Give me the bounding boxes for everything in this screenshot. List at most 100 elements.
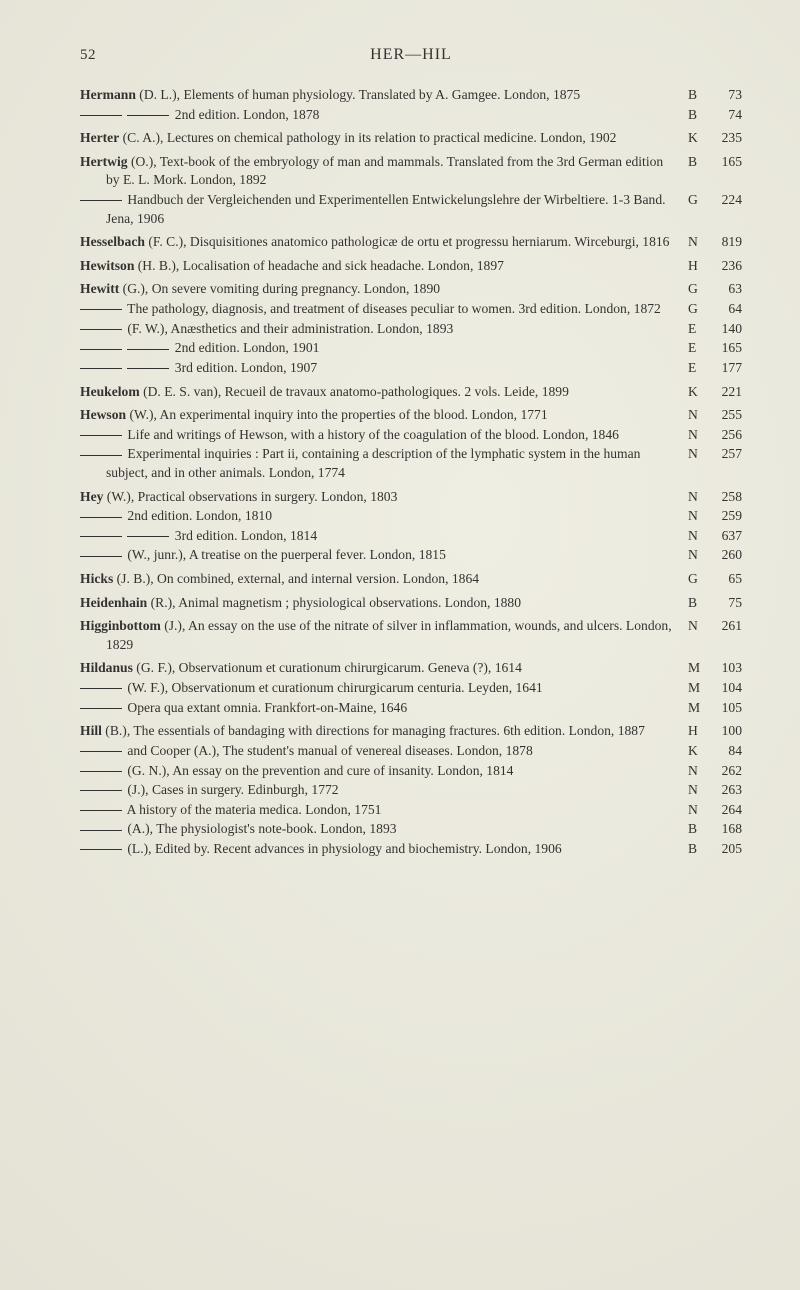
entry-shelf-letter: N: [688, 762, 708, 781]
entry-text: (G. N.), An essay on the prevention and …: [80, 762, 688, 781]
entry-shelf-letter: B: [688, 840, 708, 859]
entry-shelf-letter: N: [688, 546, 708, 565]
entry-shelf-number: 140: [708, 320, 742, 339]
entry-shelf-letter: B: [688, 153, 708, 172]
entry-shelf-number: 224: [708, 191, 742, 210]
entry-shelf-number: 165: [708, 339, 742, 358]
entry-text: Hesselbach (F. C.), Disquisitiones anato…: [80, 233, 688, 252]
entry-text: Hertwig (O.), Text-book of the embryolog…: [80, 153, 688, 190]
entry-shelf-number: 262: [708, 762, 742, 781]
entry-text: A history of the materia medica. London,…: [80, 801, 688, 820]
entry-shelf-letter: M: [688, 679, 708, 698]
entry-shelf-letter: G: [688, 191, 708, 210]
page: 52 HER—HIL Hermann (D. L.), Elements of …: [0, 0, 800, 1290]
entry-shelf-number: 819: [708, 233, 742, 252]
entry-shelf-number: 256: [708, 426, 742, 445]
entry-shelf-letter: H: [688, 722, 708, 741]
catalog-entry: (G. N.), An essay on the prevention and …: [80, 762, 742, 781]
entry-shelf-letter: N: [688, 801, 708, 820]
entry-text: 3rd edition. London, 1907: [80, 359, 688, 378]
entry-shelf-number: 84: [708, 742, 742, 761]
entry-shelf-letter: B: [688, 820, 708, 839]
entry-shelf-number: 63: [708, 280, 742, 299]
catalog-entry: and Cooper (A.), The student's manual of…: [80, 742, 742, 761]
catalog-entry: Hicks (J. B.), On combined, external, an…: [80, 570, 742, 589]
entry-shelf-number: 105: [708, 699, 742, 718]
catalog-entry: 2nd edition. London, 1901E165: [80, 339, 742, 358]
catalog-entry: (J.), Cases in surgery. Edinburgh, 1772N…: [80, 781, 742, 800]
catalog-entry: (F. W.), Anæsthetics and their administr…: [80, 320, 742, 339]
entry-shelf-number: 258: [708, 488, 742, 507]
entry-text: (W. F.), Observationum et curationum chi…: [80, 679, 688, 698]
catalog-entry: Hey (W.), Practical observations in surg…: [80, 488, 742, 507]
entry-text: and Cooper (A.), The student's manual of…: [80, 742, 688, 761]
entry-shelf-number: 65: [708, 570, 742, 589]
entry-text: Herter (C. A.), Lectures on chemical pat…: [80, 129, 688, 148]
entry-text: Life and writings of Hewson, with a hist…: [80, 426, 688, 445]
entry-text: 2nd edition. London, 1810: [80, 507, 688, 526]
entry-shelf-number: 263: [708, 781, 742, 800]
entry-shelf-letter: K: [688, 383, 708, 402]
catalog-entry: A history of the materia medica. London,…: [80, 801, 742, 820]
catalog-entry: (L.), Edited by. Recent advances in phys…: [80, 840, 742, 859]
entry-text: Higginbottom (J.), An essay on the use o…: [80, 617, 688, 654]
entry-shelf-number: 637: [708, 527, 742, 546]
entry-text: Hewitson (H. B.), Localisation of headac…: [80, 257, 688, 276]
entry-shelf-letter: E: [688, 320, 708, 339]
entry-text: 2nd edition. London, 1878: [80, 106, 688, 125]
entry-shelf-letter: E: [688, 339, 708, 358]
entry-shelf-number: 103: [708, 659, 742, 678]
entry-shelf-letter: B: [688, 86, 708, 105]
entry-text: (J.), Cases in surgery. Edinburgh, 1772: [80, 781, 688, 800]
entry-shelf-letter: N: [688, 507, 708, 526]
catalog-entry: Opera qua extant omnia. Frankfort-on-Mai…: [80, 699, 742, 718]
entry-text: Heukelom (D. E. S. van), Recueil de trav…: [80, 383, 688, 402]
entry-shelf-number: 236: [708, 257, 742, 276]
entry-shelf-number: 73: [708, 86, 742, 105]
catalog-entry: 3rd edition. London, 1907E177: [80, 359, 742, 378]
catalog-entry: Experimental inquiries : Part ii, contai…: [80, 445, 742, 482]
entry-shelf-number: 168: [708, 820, 742, 839]
entry-shelf-letter: N: [688, 781, 708, 800]
catalog-entry: Heidenhain (R.), Animal magnetism ; phys…: [80, 594, 742, 613]
entry-shelf-number: 221: [708, 383, 742, 402]
catalog-entry: Hewitson (H. B.), Localisation of headac…: [80, 257, 742, 276]
entry-shelf-number: 165: [708, 153, 742, 172]
catalog-entry: (A.), The physiologist's note-book. Lond…: [80, 820, 742, 839]
entry-shelf-letter: B: [688, 594, 708, 613]
entry-text: Hicks (J. B.), On combined, external, an…: [80, 570, 688, 589]
entry-shelf-number: 177: [708, 359, 742, 378]
entry-shelf-letter: N: [688, 233, 708, 252]
catalog-entries: Hermann (D. L.), Elements of human physi…: [80, 86, 742, 859]
catalog-entry: Hermann (D. L.), Elements of human physi…: [80, 86, 742, 105]
entry-shelf-letter: K: [688, 129, 708, 148]
catalog-entry: Hertwig (O.), Text-book of the embryolog…: [80, 153, 742, 190]
entry-text: 2nd edition. London, 1901: [80, 339, 688, 358]
entry-shelf-number: 104: [708, 679, 742, 698]
entry-shelf-letter: N: [688, 445, 708, 464]
entry-text: Experimental inquiries : Part ii, contai…: [80, 445, 688, 482]
entry-shelf-letter: M: [688, 659, 708, 678]
entry-text: Hewson (W.), An experimental inquiry int…: [80, 406, 688, 425]
entry-text: Hermann (D. L.), Elements of human physi…: [80, 86, 688, 105]
entry-shelf-letter: M: [688, 699, 708, 718]
entry-shelf-letter: N: [688, 406, 708, 425]
entry-text: (F. W.), Anæsthetics and their administr…: [80, 320, 688, 339]
entry-text: (W., junr.), A treatise on the puerperal…: [80, 546, 688, 565]
page-title: HER—HIL: [80, 46, 742, 64]
entry-shelf-letter: N: [688, 426, 708, 445]
entry-shelf-number: 74: [708, 106, 742, 125]
page-header: 52 HER—HIL: [80, 46, 742, 64]
catalog-entry: 2nd edition. London, 1878B74: [80, 106, 742, 125]
catalog-entry: (W. F.), Observationum et curationum chi…: [80, 679, 742, 698]
catalog-entry: Hewson (W.), An experimental inquiry int…: [80, 406, 742, 425]
entry-shelf-letter: G: [688, 570, 708, 589]
entry-text: Hill (B.), The essentials of bandaging w…: [80, 722, 688, 741]
catalog-entry: (W., junr.), A treatise on the puerperal…: [80, 546, 742, 565]
catalog-entry: 3rd edition. London, 1814N637: [80, 527, 742, 546]
entry-text: Hildanus (G. F.), Observationum et curat…: [80, 659, 688, 678]
catalog-entry: Hesselbach (F. C.), Disquisitiones anato…: [80, 233, 742, 252]
entry-text: Hewitt (G.), On severe vomiting during p…: [80, 280, 688, 299]
entry-shelf-letter: E: [688, 359, 708, 378]
catalog-entry: Heukelom (D. E. S. van), Recueil de trav…: [80, 383, 742, 402]
